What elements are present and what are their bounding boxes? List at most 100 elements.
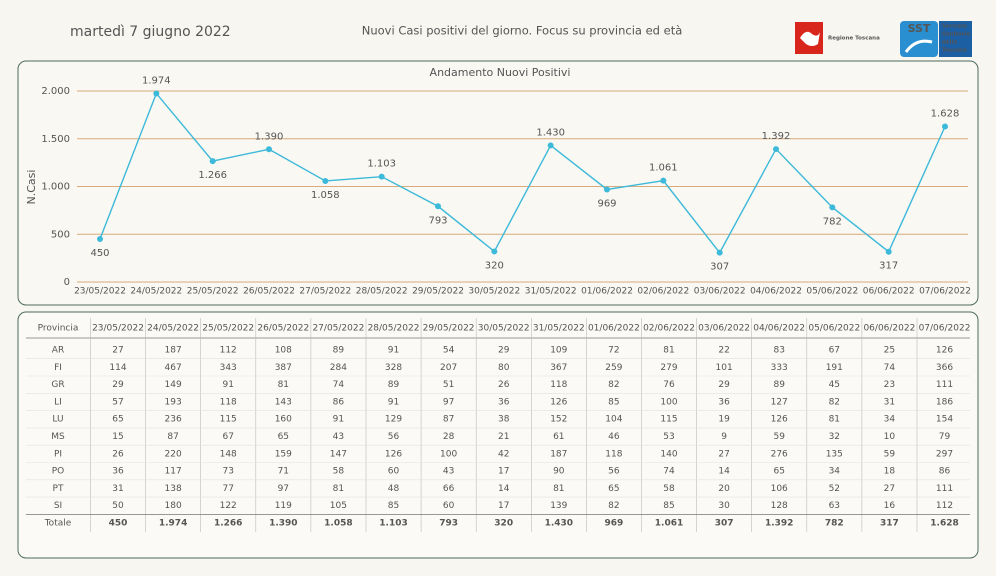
table-cell: 111 (936, 484, 953, 494)
x-tick-label: 31/05/2022 (525, 287, 577, 297)
total-cell: 1.103 (379, 519, 407, 529)
table-cell: 91 (388, 397, 399, 407)
table-cell: 45 (829, 380, 840, 390)
table-cell: SI (54, 501, 62, 511)
table-cell: MS (51, 432, 65, 442)
table-cell: 101 (716, 363, 733, 373)
table-header: 07/06/2022 (919, 324, 971, 334)
region-logo: Regione Toscana (795, 22, 880, 54)
total-cell: 307 (715, 519, 734, 529)
total-cell: 969 (605, 519, 624, 529)
table-cell: 83 (773, 346, 784, 356)
table-cell: 366 (936, 363, 953, 373)
table-cell: 112 (220, 346, 237, 356)
y-tick-label: 1.500 (41, 134, 70, 145)
table-cell: 29 (498, 346, 510, 356)
table-cell: 57 (112, 397, 123, 407)
table-cell: 22 (718, 346, 729, 356)
table-cell: 140 (660, 449, 677, 459)
table-cell: 91 (222, 380, 233, 390)
table-cell: 23 (884, 380, 895, 390)
point (97, 236, 103, 243)
table-cell: 148 (220, 449, 237, 459)
table-cell: 60 (388, 467, 400, 477)
x-tick-label: 02/06/2022 (637, 287, 689, 297)
table-cell: 74 (333, 380, 345, 390)
table-cell: 180 (165, 501, 182, 511)
table-header: 28/05/2022 (368, 324, 420, 334)
y-tick-label: 2.000 (41, 86, 70, 97)
table-cell: 126 (771, 415, 788, 425)
table-header: Provincia (38, 324, 79, 334)
table-cell: 115 (220, 415, 237, 425)
table-cell: 72 (608, 346, 619, 356)
point (322, 177, 329, 184)
table-cell: 193 (165, 397, 182, 407)
table-header: 24/05/2022 (147, 324, 199, 334)
table-cell: 284 (330, 363, 347, 373)
total-cell: 1.628 (930, 519, 958, 529)
table-cell: 52 (829, 484, 840, 494)
table-cell: 118 (550, 380, 567, 390)
point (716, 249, 723, 256)
table-cell: 46 (608, 432, 620, 442)
table-cell: 89 (333, 346, 345, 356)
table-cell: 367 (550, 363, 567, 373)
table-cell: 128 (771, 501, 788, 511)
table-cell: 25 (884, 346, 895, 356)
table-cell: 53 (663, 432, 674, 442)
table-cell: 56 (608, 467, 620, 477)
chart-title: Andamento Nuovi Positivi (430, 66, 571, 79)
table-cell: 79 (939, 432, 951, 442)
point (660, 177, 667, 184)
table-cell: 58 (333, 467, 345, 477)
table-cell: 73 (222, 467, 233, 477)
series-line (99, 92, 946, 254)
table-cell: 143 (275, 397, 292, 407)
table-panel (17, 311, 979, 559)
x-tick-label: 07/06/2022 (919, 287, 971, 297)
table-cell: 91 (333, 415, 344, 425)
table-header: 03/06/2022 (698, 324, 750, 334)
table-cell: 118 (605, 449, 622, 459)
point (378, 173, 385, 180)
chart-panel (17, 60, 979, 306)
table-cell: FI (54, 363, 62, 373)
table-cell: 26 (498, 380, 510, 390)
table-cell: 187 (550, 449, 567, 459)
table-cell: 387 (275, 363, 292, 373)
table-cell: 147 (330, 449, 347, 459)
point (829, 204, 836, 211)
table-cell: 31 (884, 397, 895, 407)
table-cell: 38 (498, 415, 510, 425)
table-cell: 30 (718, 501, 730, 511)
data-label: 320 (485, 260, 504, 271)
x-tick-label: 05/06/2022 (806, 287, 858, 297)
table-cell: 63 (829, 501, 840, 511)
table-cell: PT (53, 484, 64, 494)
total-cell: 1.266 (214, 519, 242, 529)
table-cell: 48 (388, 484, 400, 494)
point (885, 248, 892, 255)
table-cell: 74 (884, 363, 896, 373)
sst-swoosh (904, 39, 933, 53)
total-cell: 1.974 (159, 519, 187, 529)
table-header: 31/05/2022 (533, 324, 585, 334)
table-cell: 106 (771, 484, 788, 494)
table-cell: 71 (278, 467, 289, 477)
table-cell: LI (54, 397, 62, 407)
point (491, 248, 498, 255)
table-cell: 105 (330, 501, 347, 511)
data-label: 307 (710, 262, 729, 273)
total-cell: 317 (880, 519, 899, 529)
table-cell: 104 (605, 415, 622, 425)
table-cell: 91 (388, 346, 399, 356)
table-cell: 112 (936, 501, 953, 511)
y-tick-label: 0 (64, 277, 70, 288)
region-emblem-figure (800, 31, 820, 46)
table-cell: 58 (663, 484, 675, 494)
table-header: 29/05/2022 (423, 324, 475, 334)
table-cell: 86 (939, 467, 951, 477)
point (435, 203, 441, 210)
table-cell: 89 (773, 380, 785, 390)
